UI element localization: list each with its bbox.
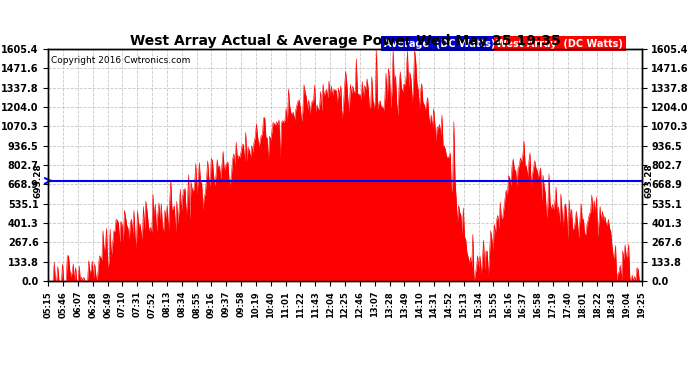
Text: 693.28: 693.28 [33, 164, 42, 198]
Title: West Array Actual & Average Power Wed May 25 19:35: West Array Actual & Average Power Wed Ma… [130, 34, 560, 48]
Text: 693.28: 693.28 [644, 164, 653, 198]
Text: West Array  (DC Watts): West Array (DC Watts) [496, 39, 623, 49]
Text: Average  (DC Watts): Average (DC Watts) [384, 39, 495, 49]
Text: Copyright 2016 Cwtronics.com: Copyright 2016 Cwtronics.com [51, 56, 190, 65]
